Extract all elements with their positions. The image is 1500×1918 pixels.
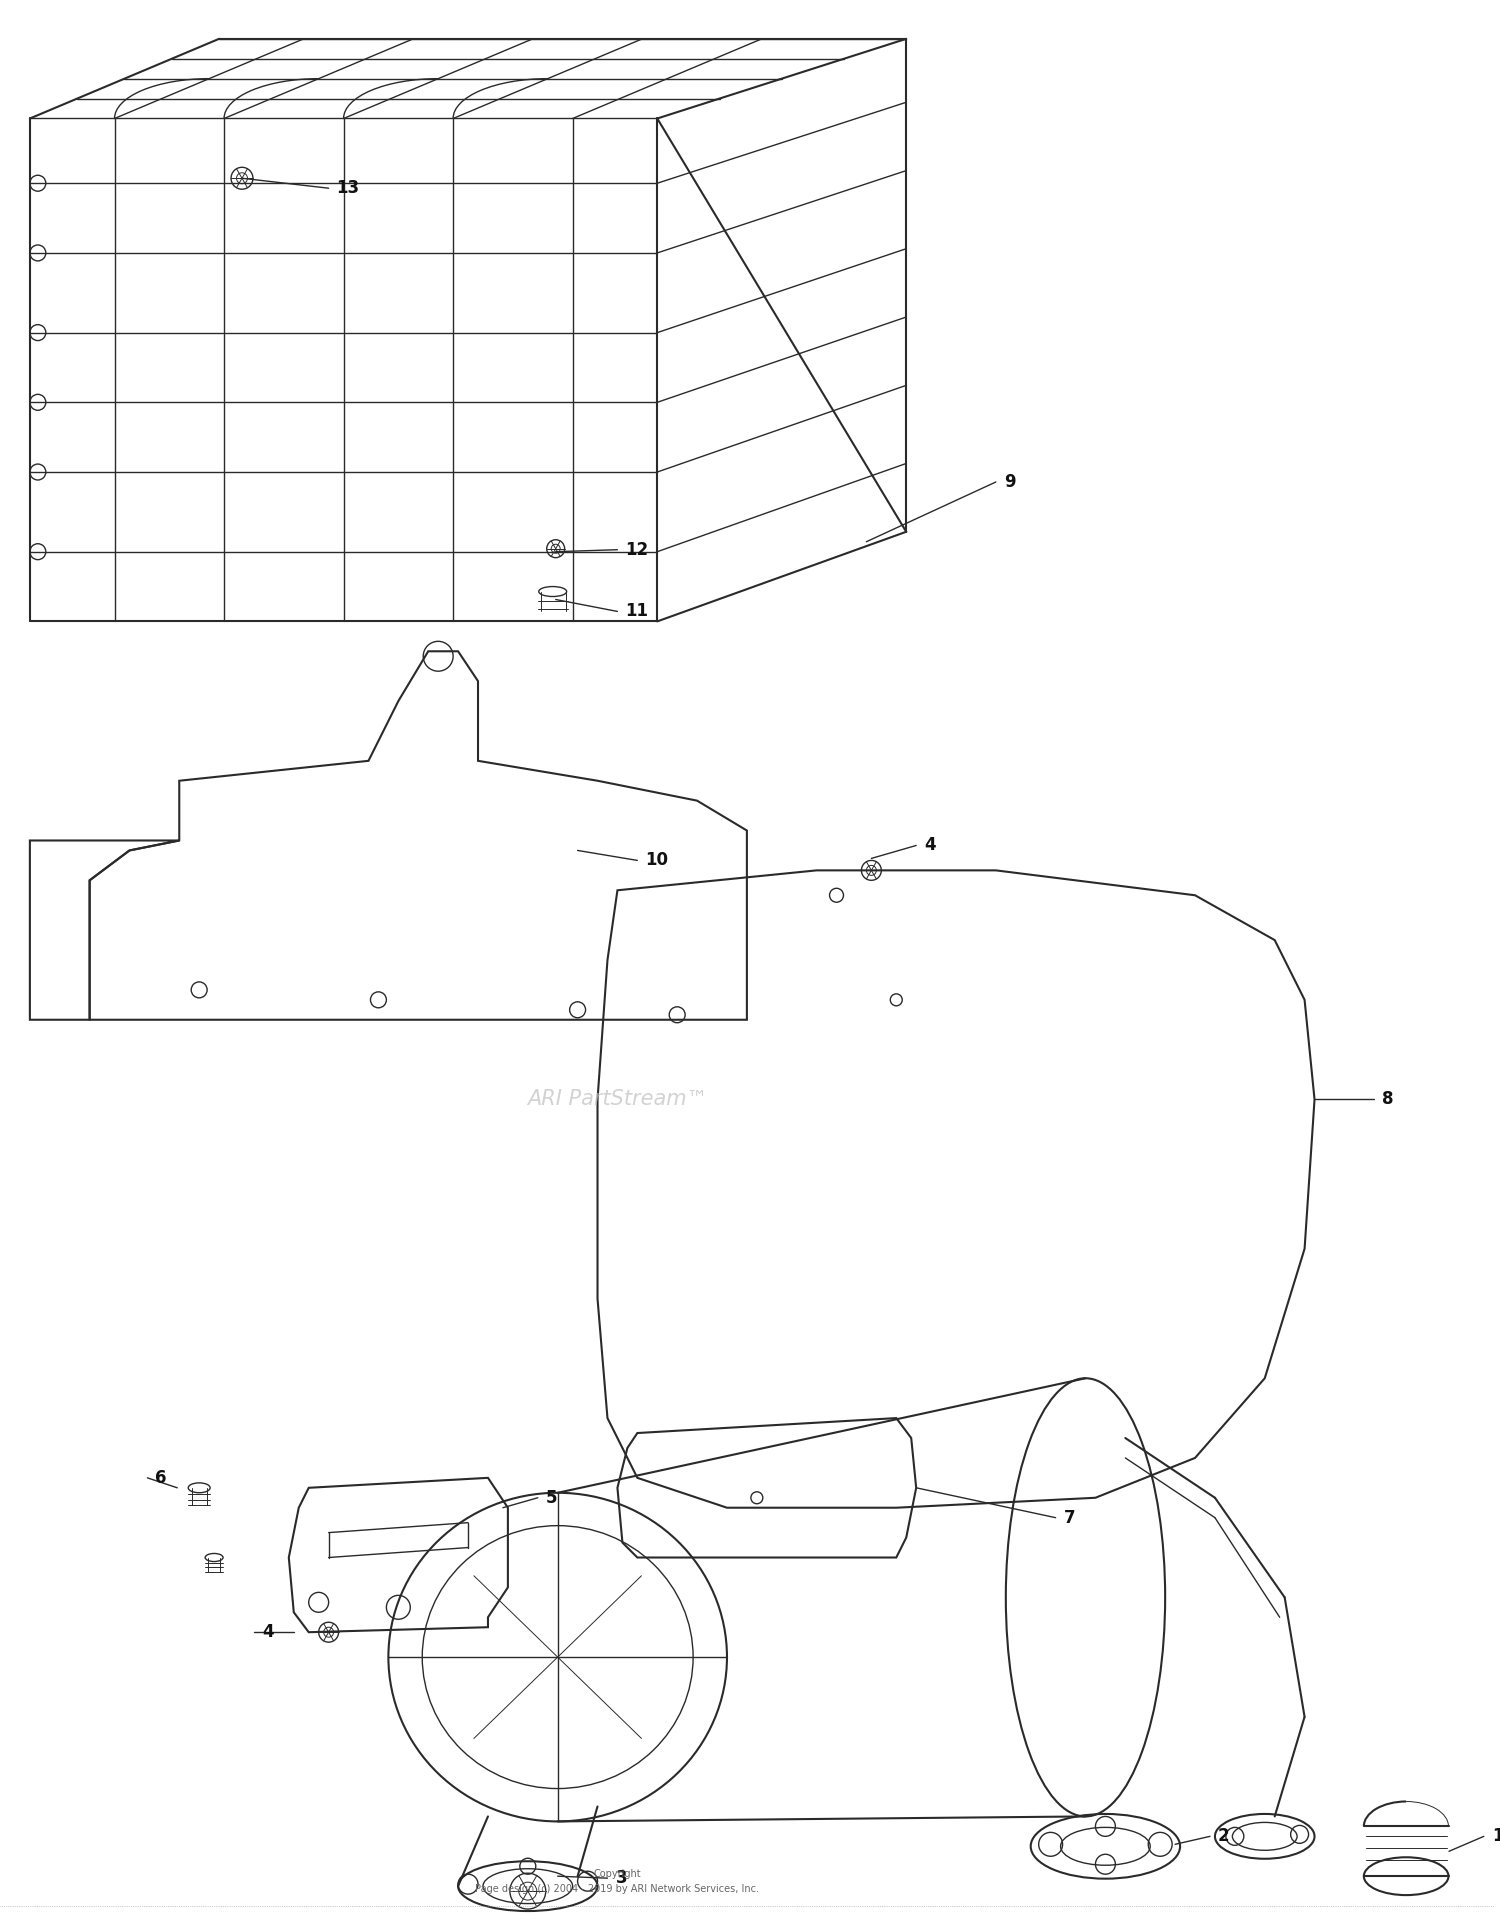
Text: 4: 4 [924, 836, 936, 855]
Text: 11: 11 [626, 602, 648, 620]
Text: 8: 8 [1383, 1091, 1394, 1109]
Text: Copyright: Copyright [594, 1870, 640, 1880]
Text: 7: 7 [1064, 1509, 1076, 1527]
Text: 6: 6 [156, 1469, 166, 1486]
Text: 10: 10 [645, 852, 669, 869]
Text: 12: 12 [626, 541, 648, 558]
Text: 2: 2 [1218, 1828, 1230, 1845]
Text: 9: 9 [1004, 474, 1016, 491]
Text: 5: 5 [546, 1488, 556, 1508]
Text: 13: 13 [336, 178, 360, 198]
Text: 4: 4 [262, 1623, 273, 1642]
Text: 3: 3 [615, 1870, 627, 1887]
Text: ARI PartStream™: ARI PartStream™ [526, 1089, 708, 1109]
Text: 1: 1 [1492, 1828, 1500, 1845]
Text: Page design (c) 2004 - 2019 by ARI Network Services, Inc.: Page design (c) 2004 - 2019 by ARI Netwo… [476, 1883, 759, 1895]
